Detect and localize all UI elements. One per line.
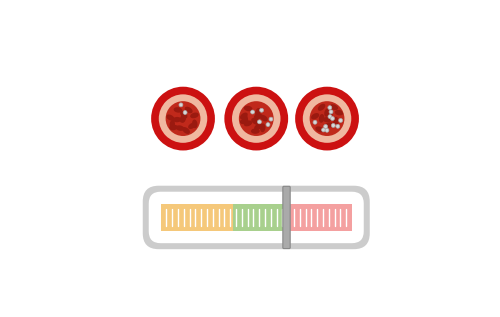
Circle shape [338,119,342,122]
Ellipse shape [174,107,182,113]
Ellipse shape [192,120,198,128]
Circle shape [260,108,264,112]
Circle shape [332,124,336,127]
FancyBboxPatch shape [148,192,364,243]
Bar [160,204,234,231]
Ellipse shape [176,125,184,131]
Ellipse shape [242,114,248,123]
Ellipse shape [260,115,268,121]
Ellipse shape [166,114,174,121]
Circle shape [269,117,273,121]
Circle shape [258,120,262,124]
Ellipse shape [254,115,258,124]
Ellipse shape [240,113,248,120]
Ellipse shape [318,104,326,111]
Ellipse shape [251,128,260,134]
Ellipse shape [311,113,319,120]
Ellipse shape [172,117,182,122]
Ellipse shape [190,113,198,118]
Ellipse shape [323,117,332,122]
Circle shape [313,120,317,124]
Circle shape [336,124,340,128]
Circle shape [179,103,183,107]
Ellipse shape [335,110,344,115]
Circle shape [328,106,332,110]
Circle shape [324,125,328,128]
Circle shape [166,101,200,136]
Circle shape [266,123,270,126]
Ellipse shape [254,124,262,130]
Circle shape [328,115,332,119]
Bar [234,204,285,231]
Ellipse shape [170,120,175,129]
Ellipse shape [328,109,333,118]
Bar [285,204,352,231]
Ellipse shape [180,114,186,123]
Ellipse shape [254,113,262,119]
Circle shape [250,110,254,114]
Ellipse shape [330,104,338,110]
Ellipse shape [319,114,324,123]
Circle shape [228,91,284,147]
Ellipse shape [180,114,186,123]
Ellipse shape [180,111,188,118]
Circle shape [233,95,280,142]
Ellipse shape [333,117,338,126]
Circle shape [299,91,355,147]
Circle shape [304,95,350,142]
Ellipse shape [244,106,252,111]
Circle shape [310,101,344,136]
Ellipse shape [316,126,324,132]
Ellipse shape [244,120,252,126]
Ellipse shape [325,122,334,128]
Circle shape [155,91,211,147]
Ellipse shape [184,107,192,113]
FancyBboxPatch shape [142,186,370,249]
Circle shape [325,128,329,132]
Ellipse shape [324,108,330,117]
Ellipse shape [251,118,259,125]
Circle shape [322,128,326,132]
FancyBboxPatch shape [283,186,290,249]
Ellipse shape [182,127,190,134]
Circle shape [330,117,334,120]
Circle shape [239,101,274,136]
Ellipse shape [188,123,196,129]
Ellipse shape [169,125,178,130]
Ellipse shape [255,108,261,117]
Ellipse shape [240,119,248,124]
Circle shape [160,95,206,142]
Circle shape [329,110,333,114]
Ellipse shape [260,123,266,132]
Circle shape [183,111,187,114]
